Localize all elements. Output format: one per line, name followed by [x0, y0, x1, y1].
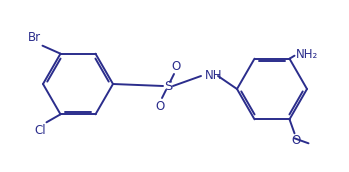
- Text: O: O: [171, 60, 181, 73]
- Text: NH₂: NH₂: [296, 48, 318, 61]
- Text: Cl: Cl: [34, 124, 45, 137]
- Text: NH: NH: [205, 68, 223, 82]
- Text: Br: Br: [27, 31, 40, 44]
- Text: O: O: [155, 99, 165, 112]
- Text: S: S: [164, 79, 172, 93]
- Text: O: O: [291, 134, 300, 147]
